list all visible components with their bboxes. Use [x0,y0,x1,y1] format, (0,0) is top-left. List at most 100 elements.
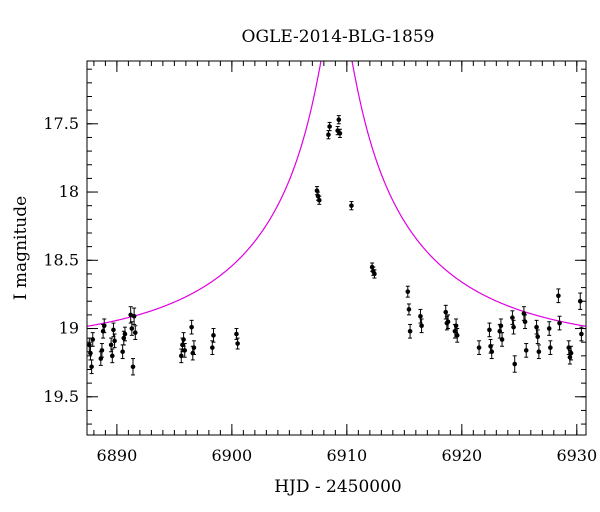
data-point [511,319,516,335]
point-marker [546,326,552,331]
data-point [419,318,424,334]
point-marker [511,324,516,330]
data-point [178,348,184,364]
point-marker [131,313,137,319]
point-marker [128,312,133,318]
point-marker [112,338,117,344]
data-points [87,115,584,376]
point-marker [498,323,504,329]
data-point [372,269,377,279]
data-point [211,328,216,343]
point-marker [579,331,584,337]
data-point [337,128,343,138]
data-point [316,195,322,205]
data-point [499,332,505,347]
point-marker [407,328,413,334]
x-tick-label: 6910 [326,446,367,465]
y-axis-label: I magnitude [11,196,31,300]
y-tick-label: 18.5 [43,250,79,269]
point-marker [548,345,553,350]
data-point [579,326,584,342]
point-marker [101,323,107,329]
point-marker [235,341,240,346]
data-point [89,359,94,375]
data-point [510,310,515,325]
point-marker [130,364,136,370]
model-curve [87,61,586,327]
data-point [487,322,492,338]
data-point [406,303,412,316]
point-marker [557,320,562,326]
data-point [577,292,583,310]
data-point [568,345,574,361]
data-point [109,348,115,364]
x-tick-label: 6900 [212,446,253,465]
point-marker [349,203,354,208]
data-point [535,329,541,345]
point-marker [535,334,541,340]
point-marker [443,309,449,315]
point-marker [99,348,105,353]
data-point [476,340,482,355]
chart-title: OGLE-2014-BLG-1859 [242,27,435,47]
point-marker [489,349,495,355]
data-point [336,115,342,125]
point-marker [234,331,239,337]
data-point [132,325,138,340]
plot-frame [86,60,587,436]
point-marker [510,315,515,320]
data-point [498,318,504,334]
data-point [210,340,215,355]
point-marker [445,319,451,325]
point-marker [568,350,574,356]
point-marker [372,271,377,277]
plot-area: 6890 6900 6910 6920 6930 17.5 18 18.5 19 19.5 [43,60,597,465]
tick-labels: 6890 6900 6910 6920 6930 17.5 18 18.5 19 19.5 [43,114,597,465]
point-marker [453,323,459,329]
point-marker [536,349,542,355]
y-tick-label: 19 [59,319,79,338]
point-marker [316,197,322,203]
point-marker [189,324,194,330]
data-point [191,340,197,355]
x-tick-label: 6930 [556,446,597,465]
data-point [101,318,107,334]
point-marker [326,132,331,138]
point-marker [577,298,583,304]
data-point [349,201,354,211]
data-point [445,314,451,330]
data-point [546,321,552,336]
data-point [327,121,332,132]
data-point [182,343,188,358]
point-marker [523,348,529,353]
data-point [489,344,495,360]
point-marker [129,326,135,331]
x-tick-label: 6920 [441,446,482,465]
data-point [523,343,529,358]
point-marker [132,330,138,335]
point-marker [487,327,492,333]
data-point [512,355,518,373]
data-point [557,315,562,331]
x-axis-label: HJD - 2450000 [274,477,402,497]
point-marker [522,319,528,325]
data-point [407,323,413,339]
point-marker [111,327,116,333]
point-marker [556,293,561,299]
point-marker [336,117,342,122]
point-marker [90,337,96,342]
point-marker [512,361,518,367]
data-point [235,337,240,350]
data-point [112,333,117,349]
point-marker [182,348,188,353]
point-marker [120,349,125,355]
point-marker [210,345,215,350]
point-marker [211,333,216,338]
point-marker [327,124,332,129]
data-point [90,332,96,347]
point-marker [88,350,93,356]
data-point [99,343,105,358]
data-point [536,344,542,360]
data-point [128,306,133,324]
